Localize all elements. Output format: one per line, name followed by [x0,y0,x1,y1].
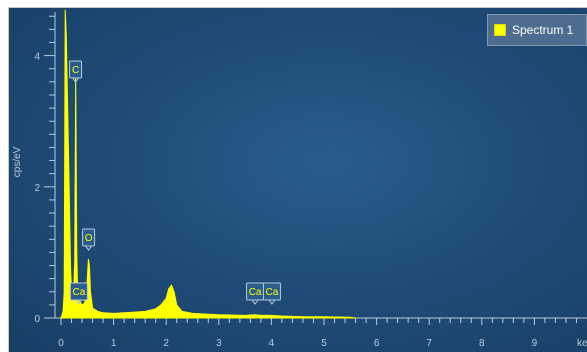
peak-label-box [69,282,88,301]
y-axis-label: cps/eV [12,146,23,177]
spectrum-series-area [60,9,356,319]
peak-label-pointer [268,299,276,305]
x-tick-label: 5 [321,338,327,349]
x-tick-label: 1 [111,338,117,349]
peak-label-pointer [75,299,83,305]
x-tick-label: 2 [163,338,169,349]
x-tick-label: 9 [532,338,538,349]
y-tick-label: 4 [34,52,40,63]
x-tick-label: 0 [58,338,64,349]
x-tick-label: 3 [216,338,222,349]
legend-swatch-icon [494,24,506,36]
peak-label-box [82,228,96,247]
peak-label-text: Ca [266,287,279,298]
peak-label-text: Ca [72,287,85,298]
x-tick-label: 6 [374,338,380,349]
peak-label-ca[interactable]: Ca [69,282,88,305]
peak-label-text: O [85,233,93,244]
y-tick-label: 2 [34,183,40,194]
peak-label-c[interactable]: C [69,60,83,83]
x-tick-label: 4 [269,338,275,349]
peak-label-ca[interactable]: Ca [262,282,281,305]
peak-label-ca[interactable]: Ca [246,282,265,305]
peak-label-text: C [72,65,79,76]
peak-label-pointer [85,245,93,251]
legend[interactable]: Spectrum 1 [487,14,587,46]
peak-label-pointer [72,77,79,83]
x-tick-label: 7 [426,338,432,349]
peak-label-box [262,282,281,301]
peak-label-pointer [251,299,259,305]
y-tick-label: 0 [34,314,40,325]
peak-label-box [69,60,83,79]
legend-label: Spectrum 1 [512,23,574,37]
plot-area [8,7,587,352]
peak-label-text: Ca [249,287,262,298]
peak-label-o[interactable]: O [82,228,96,251]
x-axis-label: keV [577,338,587,349]
x-tick-label: 8 [479,338,485,349]
